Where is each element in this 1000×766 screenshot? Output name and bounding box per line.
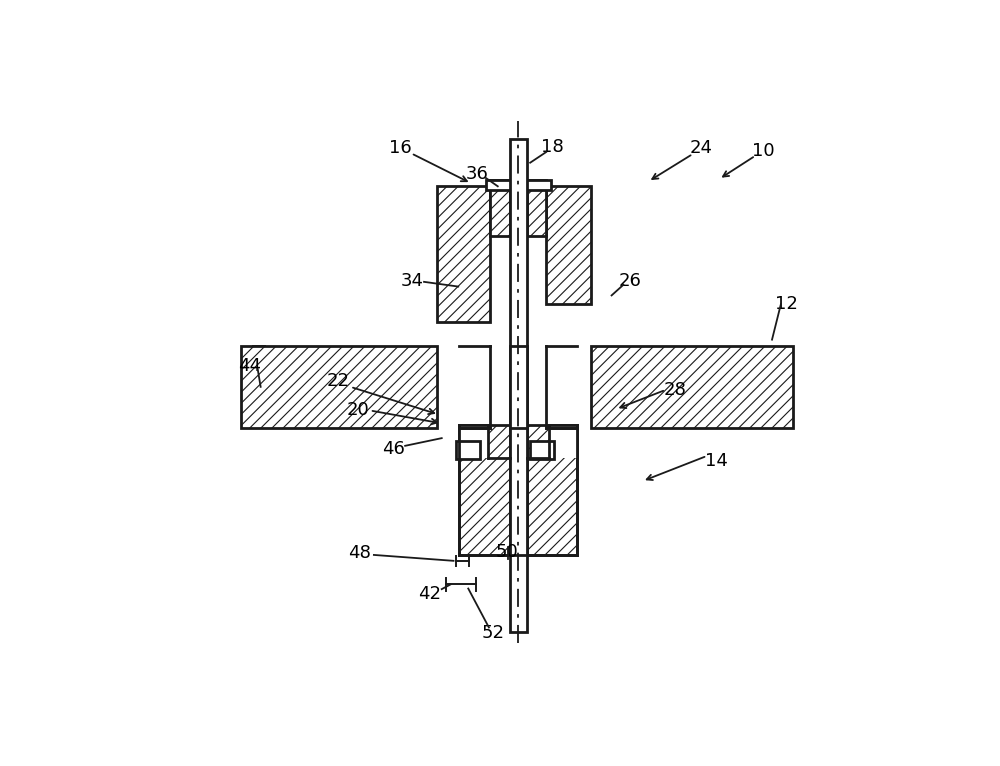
Text: 50: 50 (495, 543, 518, 561)
Text: 34: 34 (401, 272, 424, 290)
Bar (530, 441, 554, 459)
Bar (527, 425, 577, 555)
Bar (459, 425, 488, 457)
Text: 22: 22 (327, 372, 350, 390)
Bar (459, 425, 510, 555)
Text: 44: 44 (239, 357, 262, 375)
Text: 16: 16 (389, 139, 412, 157)
Text: 24: 24 (690, 139, 713, 157)
Bar (549, 425, 577, 428)
Text: 10: 10 (752, 142, 774, 160)
Bar (456, 441, 480, 459)
Bar (486, 180, 551, 190)
Bar (241, 345, 437, 428)
Bar (549, 425, 577, 457)
Text: 48: 48 (348, 544, 371, 562)
Bar (510, 139, 527, 632)
Bar (490, 180, 510, 237)
Text: 28: 28 (663, 381, 686, 399)
Bar (546, 186, 591, 304)
Text: 26: 26 (619, 272, 642, 290)
Bar (459, 425, 488, 428)
Bar (510, 345, 527, 428)
Bar (437, 186, 490, 322)
Bar (527, 180, 546, 237)
Text: 12: 12 (775, 295, 798, 313)
Text: 46: 46 (382, 440, 405, 458)
Text: 18: 18 (541, 139, 564, 156)
Bar (591, 345, 793, 428)
Text: 36: 36 (466, 165, 489, 184)
Text: 20: 20 (347, 401, 369, 420)
Text: 42: 42 (418, 585, 441, 604)
Text: 52: 52 (482, 624, 505, 642)
Text: 14: 14 (705, 452, 727, 470)
